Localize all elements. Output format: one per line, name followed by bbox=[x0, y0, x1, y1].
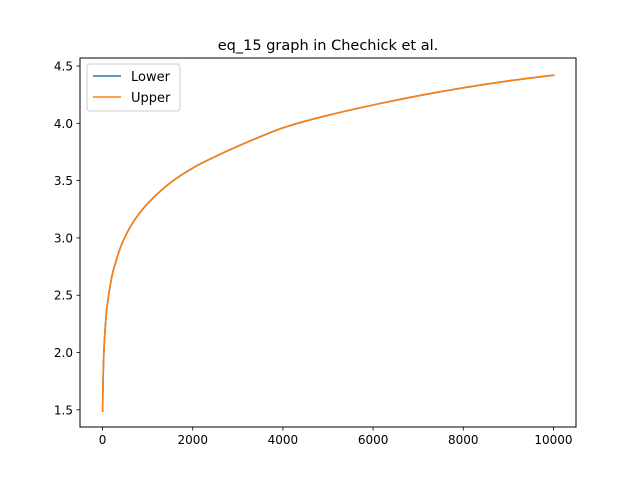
x-tick-label-0: 0 bbox=[99, 433, 107, 447]
ticks-layer: 0 2000 4000 6000 8000 10000 1.5 2.0 2.5 3.0 3.5 4.0… bbox=[54, 60, 573, 447]
y-tick-label-2: 2.5 bbox=[54, 289, 73, 303]
chart-title: eq_15 graph in Chechick et al. bbox=[218, 38, 438, 54]
x-tick-label-2: 4000 bbox=[268, 433, 299, 447]
x-tick-label-1: 2000 bbox=[177, 433, 208, 447]
x-tick-label-4: 8000 bbox=[448, 433, 479, 447]
y-tick-label-6: 4.5 bbox=[54, 60, 73, 74]
y-tick-label-0: 1.5 bbox=[54, 403, 73, 417]
plot-frame bbox=[79, 57, 577, 428]
legend-label-upper: Upper bbox=[131, 91, 171, 106]
y-tick-label-4: 3.5 bbox=[54, 174, 73, 188]
legend: Lower Upper bbox=[86, 63, 181, 112]
x-tick-label-5: 10000 bbox=[534, 433, 572, 447]
y-tick-label-5: 4.0 bbox=[54, 117, 73, 131]
x-tick-label-3: 6000 bbox=[358, 433, 389, 447]
legend-label-lower: Lower bbox=[131, 70, 171, 85]
series-layer bbox=[101, 74, 555, 412]
y-tick-label-1: 2.0 bbox=[54, 346, 73, 360]
series-line-upper bbox=[101, 74, 555, 412]
y-tick-label-3: 3.0 bbox=[54, 231, 73, 245]
